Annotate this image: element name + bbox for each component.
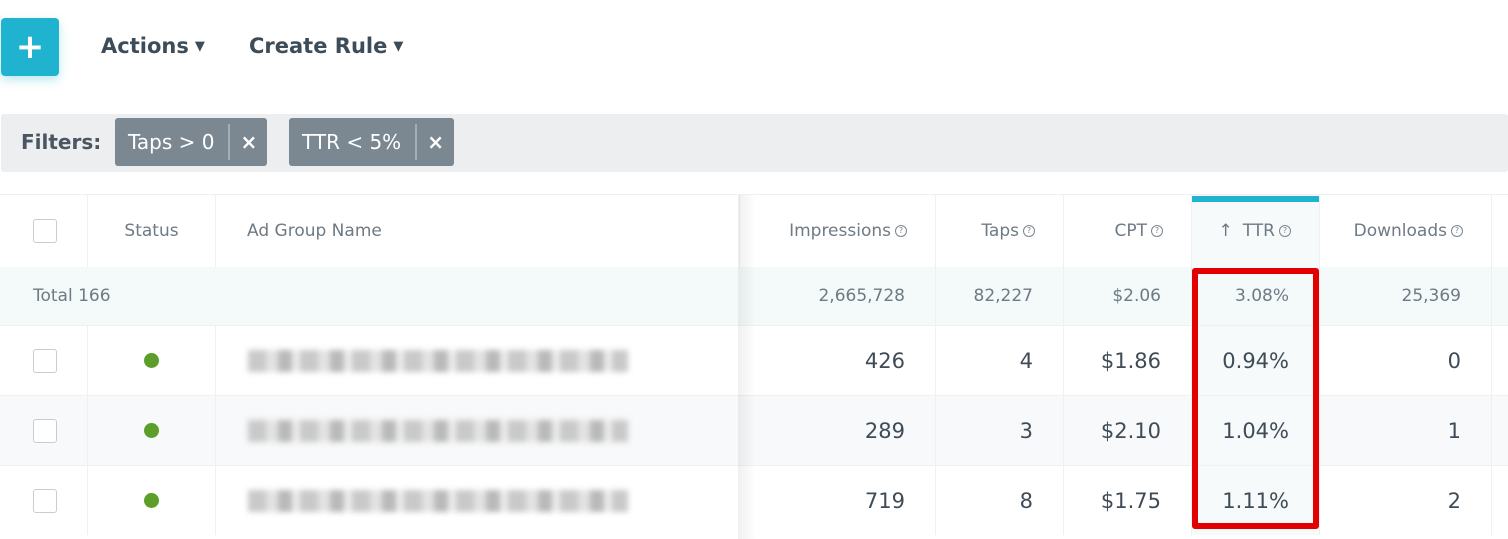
impressions-cell: 426 (756, 326, 936, 395)
filters-label: Filters: (21, 130, 102, 154)
create-rule-label: Create Rule (249, 34, 388, 58)
add-button[interactable]: + (1, 18, 59, 76)
actions-menu[interactable]: Actions ▼ (101, 34, 205, 58)
column-taps[interactable]: Taps? (936, 195, 1064, 267)
table-row[interactable]: 426 4 $1.86 0.94% 0 (0, 325, 1508, 395)
sort-ascending-icon: ↑ (1218, 221, 1233, 241)
downloads-cell: 0 (1320, 326, 1492, 395)
header-label: Impressions (789, 221, 891, 241)
close-icon[interactable]: × (427, 130, 444, 154)
column-name[interactable]: Ad Group Name (216, 195, 740, 267)
help-icon[interactable]: ? (1279, 225, 1291, 237)
frozen-column-shadow (738, 195, 756, 539)
row-checkbox[interactable] (33, 418, 57, 443)
taps-cell: 3 (936, 396, 1064, 465)
column-cpt[interactable]: CPT? (1064, 195, 1192, 267)
total-taps: 82,227 (936, 267, 1064, 325)
help-icon[interactable]: ? (1151, 225, 1163, 237)
total-row: Total 166 2,665,728 82,227 $2.06 3.08% 2… (0, 267, 1508, 325)
filter-bar: Filters: Taps > 0 × TTR < 5% × (1, 114, 1508, 172)
help-icon[interactable]: ? (895, 225, 907, 237)
chevron-down-icon: ▼ (393, 38, 404, 54)
help-icon[interactable]: ? (1023, 225, 1035, 237)
column-ttr[interactable]: ↑ TTR? (1192, 195, 1320, 267)
column-status[interactable]: Status (88, 195, 216, 267)
header-label: TTR (1242, 221, 1275, 241)
highlight-box (1192, 268, 1319, 529)
actions-label: Actions (101, 34, 189, 58)
total-ttr: 3.08% (1192, 267, 1320, 325)
status-active-icon (144, 353, 159, 368)
status-active-icon (144, 493, 159, 508)
table-row[interactable]: 289 3 $2.10 1.04% 1 (0, 395, 1508, 465)
ttr-cell: 0.94% (1192, 326, 1320, 395)
downloads-cell: 2 (1320, 466, 1492, 535)
taps-cell: 8 (936, 466, 1064, 535)
ad-groups-table: Status Ad Group Name Impressions? Taps? … (0, 194, 1508, 539)
ttr-cell: 1.04% (1192, 396, 1320, 465)
total-cpt: $2.06 (1064, 267, 1192, 325)
column-impressions[interactable]: Impressions? (756, 195, 936, 267)
total-downloads: 25,369 (1320, 267, 1492, 325)
ad-group-name-redacted[interactable] (248, 419, 628, 442)
filter-chip-ttr[interactable]: TTR < 5% × (289, 118, 454, 166)
ad-group-name-redacted[interactable] (248, 349, 628, 372)
row-checkbox[interactable] (33, 348, 57, 373)
header-label: Downloads (1353, 221, 1447, 241)
filter-chip-taps[interactable]: Taps > 0 × (115, 118, 268, 166)
chevron-down-icon: ▼ (194, 38, 205, 54)
total-impressions: 2,665,728 (756, 267, 936, 325)
plus-icon: + (15, 27, 45, 67)
row-checkbox[interactable] (33, 488, 57, 513)
status-active-icon (144, 423, 159, 438)
taps-cell: 4 (936, 326, 1064, 395)
filter-chip-label: TTR < 5% (289, 124, 418, 160)
filter-chip-label: Taps > 0 (115, 124, 231, 160)
select-all-checkbox[interactable] (33, 219, 57, 243)
total-label: Total 166 (33, 286, 111, 306)
header-label: Taps (981, 221, 1019, 241)
header-label: CPT (1114, 221, 1147, 241)
ad-group-name-redacted[interactable] (248, 489, 628, 512)
create-rule-menu[interactable]: Create Rule ▼ (249, 34, 403, 58)
cpt-cell: $1.75 (1064, 466, 1192, 535)
sorted-column-indicator (1192, 196, 1319, 202)
table-header: Status Ad Group Name Impressions? Taps? … (0, 195, 1508, 267)
impressions-cell: 719 (756, 466, 936, 535)
downloads-cell: 1 (1320, 396, 1492, 465)
impressions-cell: 289 (756, 396, 936, 465)
cpt-cell: $2.10 (1064, 396, 1192, 465)
help-icon[interactable]: ? (1451, 225, 1463, 237)
cpt-cell: $1.86 (1064, 326, 1192, 395)
column-downloads[interactable]: Downloads? (1320, 195, 1492, 267)
close-icon[interactable]: × (240, 130, 258, 154)
